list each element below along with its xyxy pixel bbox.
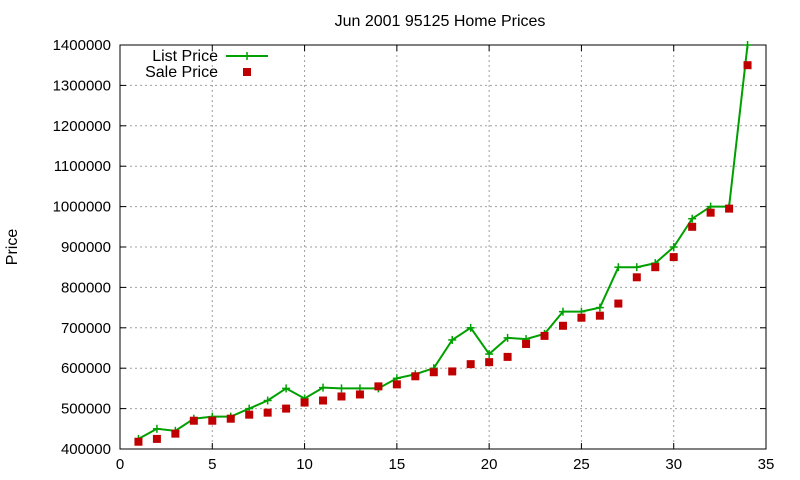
sale-price-point [448,367,457,376]
y-tick-label: 1100000 [54,158,111,175]
legend-label: List Price [152,48,218,65]
series-list-price [134,41,752,443]
x-tick-label: 30 [665,456,682,473]
sale-price-point [614,299,623,308]
x-tick-label: 10 [296,456,313,473]
sale-price-point [577,313,586,322]
axis-ticks: 400000 500000 600000 700000 800000 900000 1000… [53,37,775,473]
y-tick-label: 500000 [61,401,111,418]
y-tick-label: 700000 [61,320,111,337]
sale-price-point [282,404,291,413]
x-tick-label: 25 [573,456,590,473]
sale-price-point [632,273,641,282]
x-tick-label: 5 [208,456,216,473]
sale-price-point [411,372,420,381]
chart-title: Jun 2001 95125 Home Prices [335,13,546,30]
list-price-point [337,384,346,393]
y-axis-label: Price [4,229,21,266]
list-price-point [152,424,161,433]
sale-price-point [263,408,272,417]
legend-swatch-marker [243,68,251,76]
sale-price-point [300,398,309,407]
y-tick-label: 1000000 [53,199,111,216]
list-price-line [137,44,749,440]
sale-price-point [392,380,401,389]
sale-price-point [245,410,254,419]
sale-price-point [189,416,198,425]
list-price-point [448,335,457,344]
legend-swatch-marker [243,52,251,60]
sale-price-point [374,382,383,391]
x-tick-label: 15 [389,456,406,473]
y-tick-label: 1200000 [53,118,111,135]
sale-price-point [743,61,752,70]
list-price-point [558,307,567,316]
sale-price-point [706,208,715,217]
y-tick-label: 900000 [61,239,111,256]
sale-price-point [134,437,143,446]
sale-price-point [558,321,567,330]
list-price-point [282,384,291,393]
list-price-point [319,383,328,392]
list-price-point [503,333,512,342]
sale-price-point [503,352,512,361]
legend-label: Sale Price [145,64,218,81]
sale-price-point [522,339,531,348]
sale-price-point [725,204,734,213]
sale-price-point [337,392,346,401]
sale-price-point [540,331,549,340]
y-tick-label: 1300000 [53,77,111,94]
sale-price-point [485,358,494,367]
y-tick-label: 800000 [61,279,111,296]
list-price-point [466,323,475,332]
sale-price-point [355,390,364,399]
x-tick-label: 35 [758,456,775,473]
list-price-point [632,263,641,272]
y-tick-label: 1400000 [53,37,111,54]
y-tick-label: 400000 [61,441,111,458]
sale-price-point [651,263,660,272]
series-sale-price [134,61,752,446]
x-tick-label: 0 [116,456,124,473]
list-price-point [595,303,604,312]
list-price-point [485,350,494,359]
list-price-point [688,214,697,223]
sale-price-point [208,416,217,425]
list-price-point [669,243,678,251]
series-layer [134,41,752,446]
sale-price-point [171,429,180,438]
list-price-point [263,396,272,405]
sale-price-point [152,434,161,443]
grid [120,45,766,449]
sale-price-point [688,222,697,231]
sale-price-point [226,414,235,423]
x-tick-label: 20 [481,456,498,473]
list-price-point [743,41,752,49]
sale-price-point [466,360,475,369]
list-price-point [614,263,623,272]
sale-price-point [669,253,678,262]
sale-price-point [429,368,438,377]
sale-price-point [595,311,604,320]
sale-price-point [319,396,328,405]
y-tick-label: 600000 [61,360,111,377]
